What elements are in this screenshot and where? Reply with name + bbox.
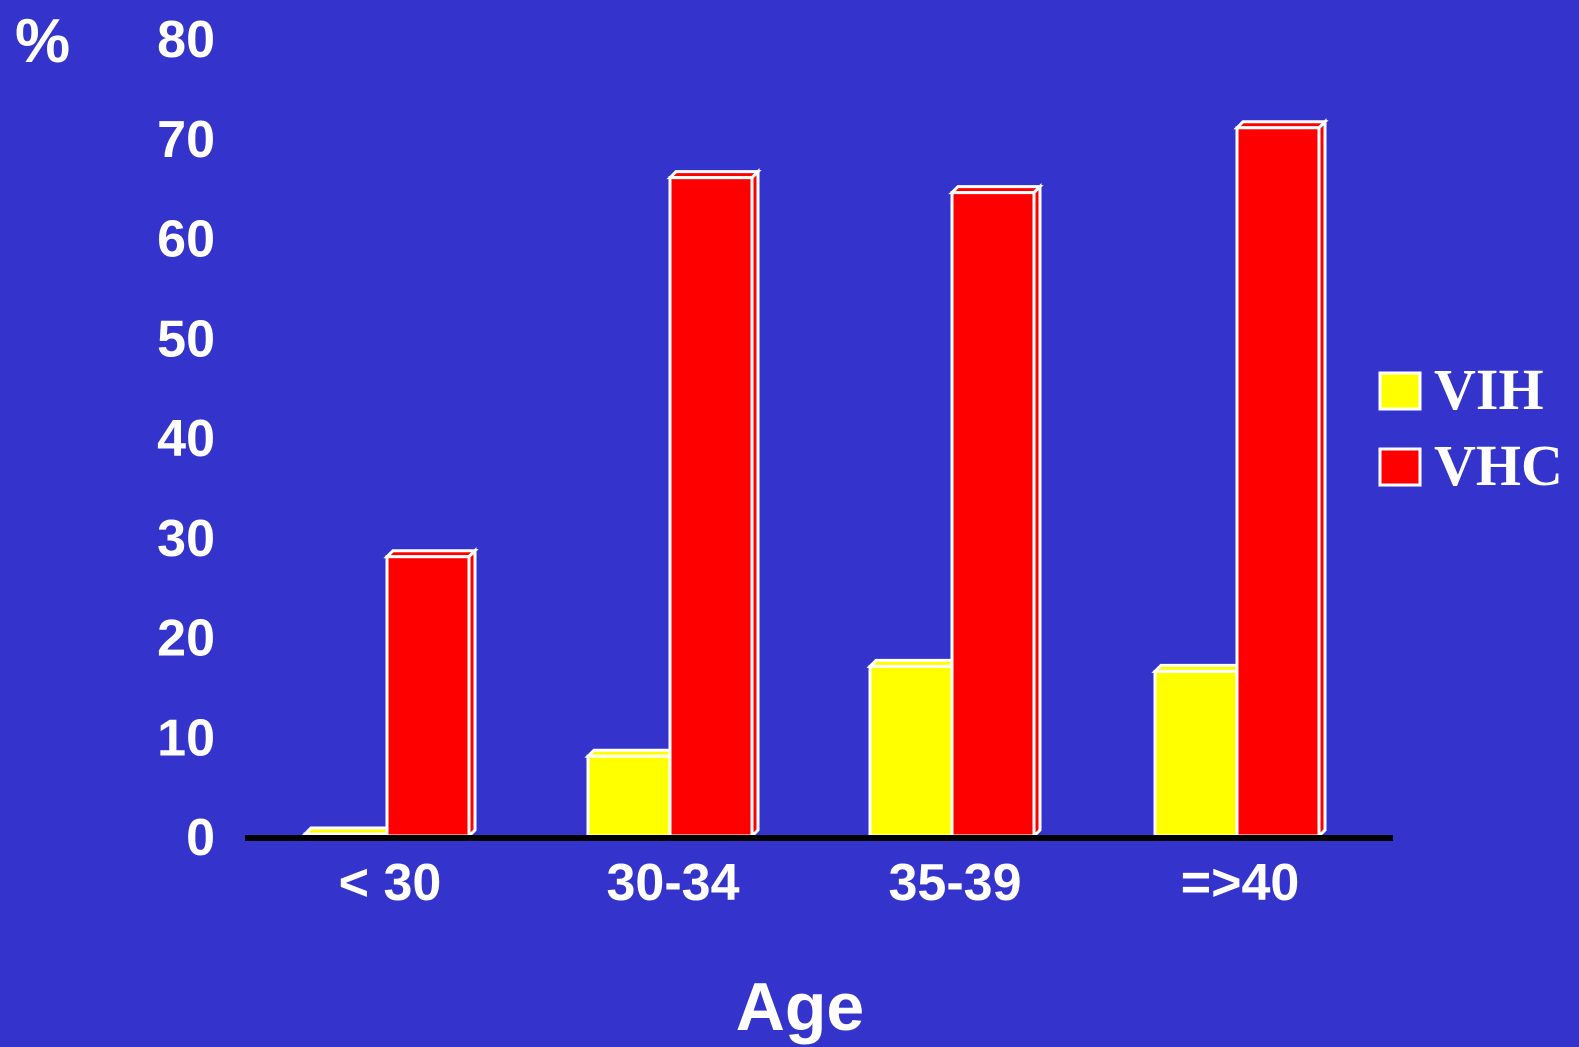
y-tick-label: 10: [157, 709, 215, 767]
x-tick-label: 35-39: [889, 854, 1022, 912]
bar-vih-2: [866, 656, 962, 840]
bar-front-face: [668, 176, 754, 838]
y-axis-ticks: 0 10 20 30 40 50 60 70 80: [157, 11, 215, 867]
bar-vhc-3: [1233, 118, 1329, 840]
bar-vih-1: [584, 746, 680, 840]
y-tick-label: 40: [157, 410, 215, 468]
bar-vih-3: [1151, 661, 1247, 840]
x-tick-label: 30-34: [607, 854, 740, 912]
y-axis-title: %: [15, 7, 70, 76]
legend: VIH VHC: [1378, 357, 1563, 498]
y-tick-label: 30: [157, 510, 215, 568]
bars: [301, 118, 1329, 840]
bar-vhc-2: [948, 182, 1044, 840]
legend-swatch-vhc: [1378, 447, 1422, 487]
x-tick-label: =>40: [1181, 854, 1300, 912]
bar-front-face: [1235, 126, 1321, 838]
legend-swatch-vih: [1378, 371, 1422, 411]
bar-vih-0: [301, 824, 397, 840]
bar-front-face: [868, 664, 954, 838]
x-tick-label: < 30: [339, 854, 442, 912]
bar-front-face: [385, 555, 471, 838]
legend-label-vhc: VHC: [1434, 433, 1563, 498]
legend-label-vih: VIH: [1434, 357, 1544, 422]
bar-front-face: [1153, 669, 1239, 838]
bar-vhc-0: [383, 547, 479, 840]
x-axis-categories: < 30 30-34 35-39 =>40: [339, 854, 1300, 912]
y-tick-label: 60: [157, 211, 215, 269]
y-tick-label: 50: [157, 310, 215, 368]
y-tick-label: 0: [186, 809, 215, 867]
y-tick-label: 80: [157, 11, 215, 69]
y-tick-label: 70: [157, 111, 215, 169]
bar-front-face: [950, 191, 1036, 838]
bar-front-face: [586, 754, 672, 838]
x-axis-title: Age: [736, 969, 864, 1045]
bar-vhc-1: [666, 168, 762, 840]
y-tick-label: 20: [157, 610, 215, 668]
